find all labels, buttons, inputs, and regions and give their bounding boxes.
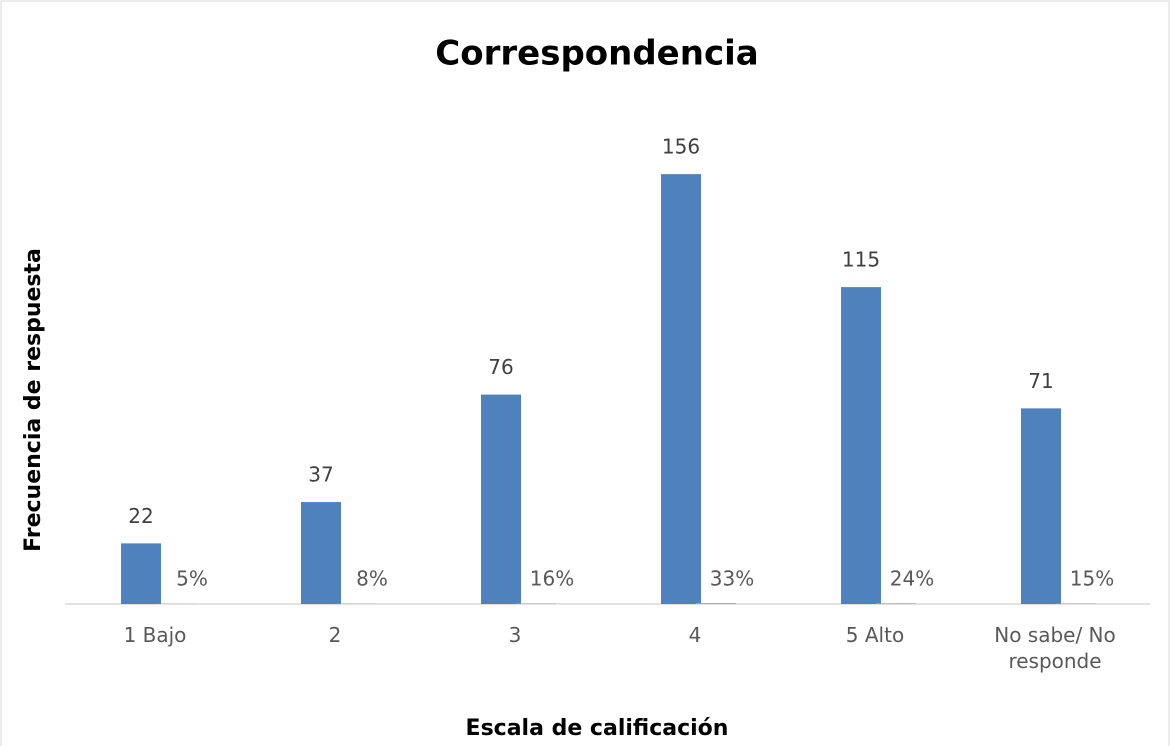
data-label: 76 — [488, 355, 513, 379]
bar — [481, 394, 521, 604]
data-label: 24% — [890, 567, 934, 591]
bar — [841, 287, 881, 604]
bar — [301, 502, 341, 604]
x-tick-label: 3 — [508, 623, 522, 647]
data-label: 22 — [128, 504, 153, 528]
x-tick-label: 2 — [328, 623, 342, 647]
bar — [696, 603, 736, 604]
bar — [876, 603, 916, 604]
data-label: 15% — [1070, 567, 1114, 591]
x-tick-label: 1 Bajo — [123, 623, 187, 647]
data-label: 115 — [842, 248, 880, 272]
bar — [1021, 408, 1061, 604]
data-label: 33% — [710, 567, 754, 591]
data-label: 16% — [530, 567, 574, 591]
chart-title: Correspondencia — [435, 34, 758, 74]
y-axis-title: Frecuencia de respuesta — [21, 248, 46, 552]
x-tick-label: 5 Alto — [845, 623, 905, 647]
data-label: 8% — [356, 567, 388, 591]
x-tick-label: No sabe/ No responde — [994, 623, 1116, 673]
bar — [121, 543, 161, 604]
data-label: 71 — [1028, 369, 1053, 393]
data-label: 5% — [176, 567, 208, 591]
data-label: 37 — [308, 463, 333, 487]
x-tick-label: 4 — [688, 623, 702, 647]
bar — [661, 174, 701, 604]
x-axis-title: Escala de calificación — [466, 716, 729, 741]
data-label: 156 — [662, 135, 700, 159]
